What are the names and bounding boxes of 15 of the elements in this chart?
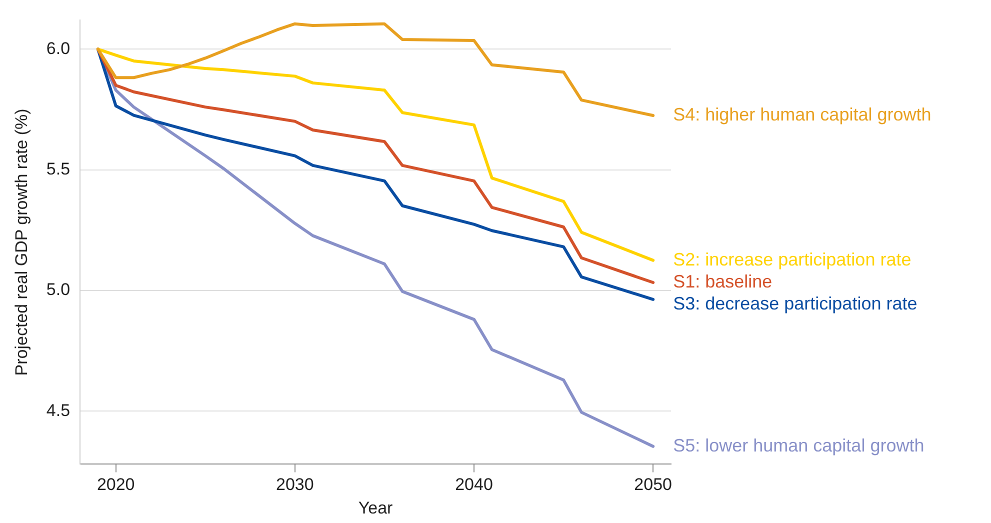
x-tick-label: 2050 (634, 475, 672, 494)
x-tick-label: 2040 (455, 475, 493, 494)
y-axis-title: Projected real GDP growth rate (%) (12, 108, 31, 376)
y-tick-label: 6.0 (46, 38, 70, 58)
series-label: S4: higher human capital growth (673, 104, 932, 124)
y-tick-label: 5.0 (46, 280, 70, 300)
y-tick-label: 5.5 (46, 159, 70, 178)
series-label: S5: lower human capital growth (673, 435, 924, 456)
x-tick-label: 2020 (96, 475, 135, 494)
series-label: S2: increase participation rate (673, 249, 912, 270)
y-tick-label: 4.5 (46, 400, 70, 420)
x-tick-label: 2030 (276, 475, 314, 494)
x-axis-title: Year (358, 498, 394, 518)
series-label: S3: decrease participation rate (673, 293, 918, 314)
series-label: S1: baseline (673, 271, 772, 292)
